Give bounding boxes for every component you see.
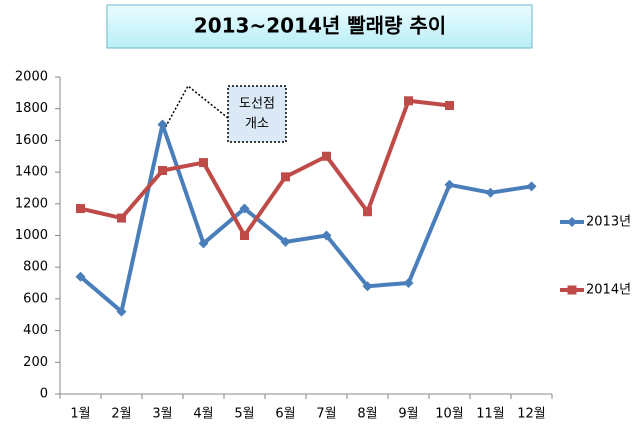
point xyxy=(199,158,208,168)
chart-title: 2013~2014년 빨래량 추이 xyxy=(194,14,446,38)
y-tick-label: 400 xyxy=(23,323,48,338)
legend-label: 2013년 xyxy=(586,215,631,230)
y-tick-label: 1600 xyxy=(15,133,48,148)
x-tick-label: 11월 xyxy=(476,407,505,422)
x-tick-label: 5월 xyxy=(234,407,254,422)
x-tick-label: 8월 xyxy=(357,407,377,422)
x-tick-label: 7월 xyxy=(316,407,336,422)
legend-label: 2014년 xyxy=(586,283,631,298)
y-tick-label: 800 xyxy=(23,260,48,275)
annotation-pointer xyxy=(164,84,229,129)
legend-marker xyxy=(567,217,577,227)
point xyxy=(75,271,86,282)
point xyxy=(280,236,291,247)
y-tick-label: 1200 xyxy=(15,196,48,211)
title-box xyxy=(106,4,533,49)
point xyxy=(240,231,249,240)
annotation-text: 도선점 xyxy=(239,97,275,112)
x-tick-label: 3월 xyxy=(152,407,172,422)
x-tick-label: 10월 xyxy=(435,407,464,422)
point xyxy=(363,207,372,217)
point xyxy=(157,119,168,130)
x-tick-label: 12월 xyxy=(517,407,546,422)
annotation-box xyxy=(227,85,287,143)
point xyxy=(117,213,126,223)
legend-marker xyxy=(567,285,577,295)
point xyxy=(485,187,496,198)
x-tick-label: 1월 xyxy=(70,407,90,422)
point xyxy=(322,151,331,161)
point xyxy=(444,179,455,190)
point xyxy=(239,203,250,214)
point xyxy=(445,101,454,111)
x-tick-label: 6월 xyxy=(275,407,295,422)
y-tick-label: 2000 xyxy=(15,70,48,85)
x-tick-label: 9월 xyxy=(398,407,418,422)
point xyxy=(403,278,414,289)
point xyxy=(526,181,537,192)
point xyxy=(362,281,373,292)
point xyxy=(158,166,167,176)
y-tick-label: 1000 xyxy=(15,228,48,243)
point xyxy=(76,204,85,214)
y-tick-label: 1400 xyxy=(15,165,48,180)
point xyxy=(116,306,127,317)
series-line xyxy=(79,122,532,314)
point xyxy=(404,96,413,106)
point xyxy=(321,230,332,241)
x-tick-label: 4월 xyxy=(193,407,213,422)
annotation-text: 개소 xyxy=(245,117,269,132)
point xyxy=(281,172,290,182)
x-tick-label: 2월 xyxy=(111,407,131,422)
series-line xyxy=(80,98,450,238)
y-tick-label: 200 xyxy=(23,355,48,370)
y-tick-label: 1800 xyxy=(15,101,48,116)
y-tick-label: 600 xyxy=(23,291,48,306)
y-tick-label: 0 xyxy=(40,387,48,402)
point xyxy=(198,238,209,249)
